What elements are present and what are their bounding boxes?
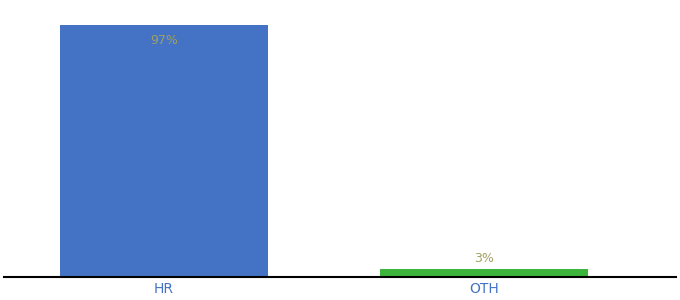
Text: 3%: 3% (474, 252, 494, 265)
Bar (60, 25, 268, 277)
Bar (380, 269, 588, 277)
Text: 97%: 97% (150, 34, 178, 47)
